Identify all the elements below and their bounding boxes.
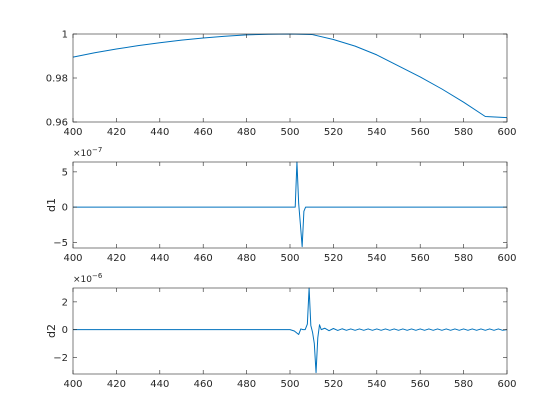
- x-tick-label: 420: [107, 379, 126, 390]
- x-tick-label: 500: [280, 127, 299, 138]
- y-tick-label: 0: [62, 203, 68, 214]
- x-tick-label: 500: [280, 379, 299, 390]
- plot-area: [73, 34, 507, 122]
- x-tick-label: 600: [497, 253, 516, 264]
- x-tick-label: 560: [411, 253, 430, 264]
- y-axis-label: d2: [45, 324, 58, 338]
- series-line-1: [73, 287, 508, 374]
- x-tick-label: 580: [454, 127, 473, 138]
- x-tick-label: 440: [150, 253, 169, 264]
- y-exponent-label: ×10−7: [73, 146, 102, 159]
- x-tick-label: 480: [237, 253, 256, 264]
- y-tick-label: 5: [62, 167, 68, 178]
- y-tick-label: 0.98: [46, 74, 68, 85]
- x-tick-label: 540: [367, 127, 386, 138]
- series-line-1: [73, 161, 507, 248]
- subplot-2: 400 420 440 460 480 500 520 540 560 580 600 −5 0 5 d1 ×…: [45, 146, 517, 264]
- x-tick-label: 520: [324, 379, 343, 390]
- y-exponent-label: ×10−6: [73, 272, 103, 285]
- y-tick-label: 2: [62, 297, 68, 308]
- x-tick-label: 580: [454, 379, 473, 390]
- x-tick-label: 480: [237, 379, 256, 390]
- y-tick-label: −2: [53, 353, 68, 364]
- plot-area: [73, 288, 507, 374]
- axes-box: [72, 33, 508, 123]
- x-tick-label: 600: [497, 379, 516, 390]
- x-tick-label: 440: [150, 379, 169, 390]
- subplots: 400 420 440 460 480 500 520 540 560 580 6000.960.9…: [45, 30, 517, 391]
- x-tick-label: 520: [324, 127, 343, 138]
- subplot-1: 400 420 440 460 480 500 520 540 560 580 600 0.96 0.9…: [46, 30, 517, 139]
- x-tick-label: 480: [237, 127, 256, 138]
- x-tick-label: 460: [194, 253, 213, 264]
- x-tick-label: 400: [63, 379, 82, 390]
- x-tick-label: 600: [497, 127, 516, 138]
- x-tick-label: 460: [194, 379, 213, 390]
- x-tick-label: 560: [411, 127, 430, 138]
- x-tick-label: 420: [107, 127, 126, 138]
- x-tick-label: 500: [280, 253, 299, 264]
- x-tick-label: 520: [324, 253, 343, 264]
- x-tick-label: 400: [63, 253, 82, 264]
- y-axis-label: d1: [45, 198, 58, 212]
- x-tick-label: 540: [367, 253, 386, 264]
- y-tick-label: 0: [62, 325, 68, 336]
- x-tick-label: 400: [63, 127, 82, 138]
- x-tick-label: 540: [367, 379, 386, 390]
- x-tick-label: 580: [454, 253, 473, 264]
- y-tick-label: 0.96: [46, 118, 68, 129]
- x-tick-label: 440: [150, 127, 169, 138]
- x-tick-label: 560: [411, 379, 430, 390]
- y-tick-label: 1: [62, 30, 68, 41]
- x-tick-label: 460: [194, 127, 213, 138]
- plot-area: [73, 162, 507, 248]
- y-tick-label: −5: [53, 238, 68, 249]
- subplot-3: 400 420 440 460 480 500 520 540 560 580 600 −2 0 2 d2 ×…: [45, 272, 517, 390]
- axes-box: [72, 161, 508, 249]
- axes-box: [72, 287, 508, 375]
- x-tick-label: 420: [107, 253, 126, 264]
